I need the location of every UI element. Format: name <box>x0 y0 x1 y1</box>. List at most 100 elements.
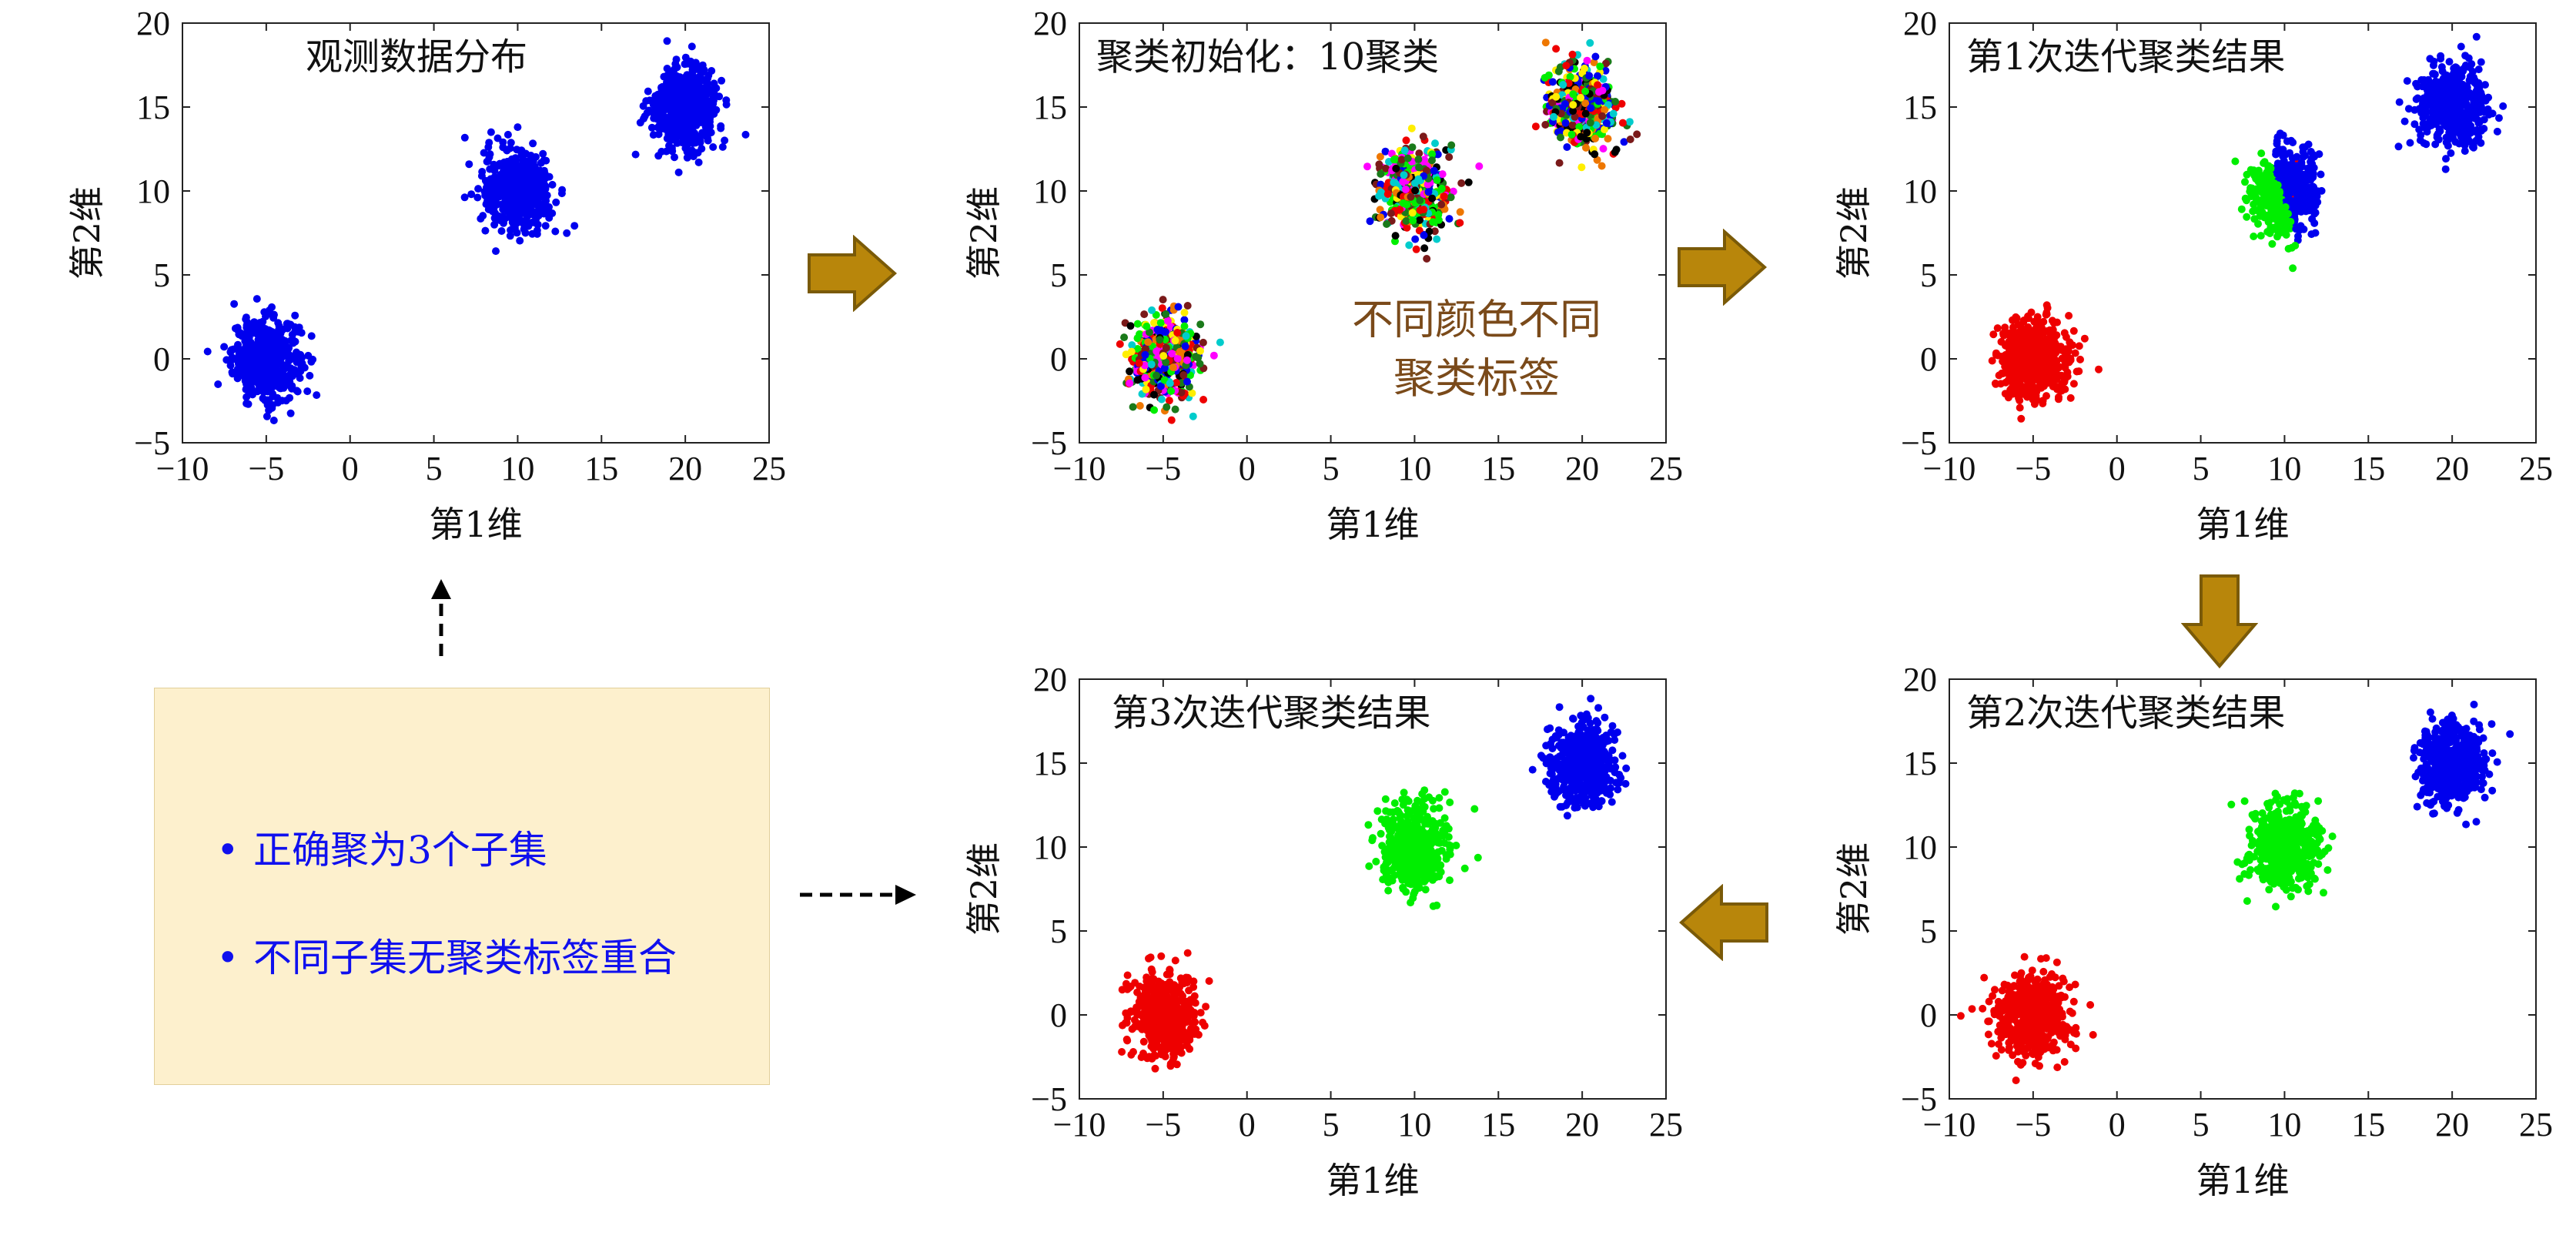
data-point <box>1587 119 1594 126</box>
data-point <box>1176 348 1184 356</box>
data-point <box>2017 415 2025 423</box>
data-point <box>2454 101 2462 109</box>
data-point <box>1541 121 1549 129</box>
data-point <box>1428 195 1436 203</box>
x-tick-label: 5 <box>2193 450 2210 487</box>
data-point <box>677 121 684 129</box>
x-tick-label: 15 <box>584 450 618 487</box>
data-point <box>1116 340 1124 348</box>
data-point <box>1127 322 1135 330</box>
data-point <box>204 348 212 356</box>
data-point <box>654 152 662 159</box>
data-point <box>2073 368 2081 376</box>
data-point <box>1561 100 1569 108</box>
data-point <box>1619 119 1627 127</box>
data-point <box>1545 72 1553 79</box>
data-point <box>2291 186 2299 194</box>
data-point <box>2032 397 2040 404</box>
data-point <box>1475 162 1483 170</box>
x-tick-label: 5 <box>426 450 443 487</box>
data-point <box>681 83 689 91</box>
data-point <box>1598 112 1606 120</box>
y-tick-label: 0 <box>153 340 170 378</box>
data-point <box>291 312 299 320</box>
data-point <box>482 177 490 185</box>
data-point <box>1168 417 1176 424</box>
data-point <box>285 344 293 352</box>
data-point <box>688 136 696 144</box>
data-point <box>272 330 279 338</box>
data-point <box>671 80 678 88</box>
data-point <box>1626 118 1634 126</box>
data-point <box>1383 220 1390 228</box>
data-point <box>709 143 717 151</box>
data-point <box>2019 329 2026 337</box>
data-point <box>546 209 554 216</box>
data-point <box>683 60 691 68</box>
data-point <box>508 198 516 206</box>
data-point <box>2424 76 2432 84</box>
data-point <box>1595 88 1603 95</box>
y-tick-label: 0 <box>1050 340 1067 378</box>
data-point <box>695 159 703 166</box>
data-point <box>504 131 512 139</box>
x-tick-label: 20 <box>2435 450 2469 487</box>
data-point <box>1178 389 1186 397</box>
data-point <box>2476 100 2484 108</box>
data-point <box>551 228 559 236</box>
data-point <box>1377 189 1385 196</box>
x-axis-title: 第1维 <box>2196 504 2289 545</box>
data-point <box>672 136 680 143</box>
y-tick-label: 5 <box>153 256 170 294</box>
data-point <box>1414 156 1422 163</box>
data-point <box>1172 337 1179 344</box>
x-tick-label: 10 <box>500 450 534 487</box>
data-point <box>2300 226 2307 233</box>
panel-title: 第1次迭代聚类结果 <box>1966 35 2286 79</box>
data-point <box>2291 242 2299 249</box>
data-point <box>2029 347 2037 355</box>
data-point <box>2066 340 2074 347</box>
data-point <box>1549 78 1557 85</box>
data-point <box>2473 87 2481 95</box>
data-point <box>2456 122 2464 130</box>
data-point <box>664 124 671 132</box>
data-point <box>2434 132 2441 139</box>
data-point <box>493 177 501 185</box>
data-point <box>477 215 484 223</box>
data-point <box>1582 144 1590 152</box>
data-point <box>235 360 243 368</box>
data-point <box>2310 191 2317 199</box>
x-tick-label: 25 <box>1649 450 1683 487</box>
data-point <box>2424 128 2431 136</box>
y-tick-label: 10 <box>136 172 170 210</box>
data-point <box>673 72 681 80</box>
data-point <box>266 347 274 355</box>
data-point <box>2001 363 2009 370</box>
data-point <box>2016 382 2023 390</box>
data-point <box>2258 202 2266 209</box>
data-point <box>1994 324 2002 332</box>
y-tick-label: −5 <box>1031 424 1067 462</box>
data-point <box>1159 296 1167 303</box>
x-axis-title: 第1维 <box>429 504 522 545</box>
data-point <box>661 105 669 113</box>
data-point <box>563 229 570 237</box>
data-point <box>2046 328 2054 336</box>
data-point <box>2283 231 2290 239</box>
data-point <box>1150 391 1158 399</box>
data-point <box>1997 380 2005 387</box>
data-point <box>511 224 519 232</box>
data-point <box>2070 380 2078 387</box>
data-point <box>246 358 253 366</box>
data-point <box>268 404 276 412</box>
data-point <box>718 77 725 85</box>
data-point <box>1153 347 1160 355</box>
data-point <box>637 119 644 126</box>
data-point <box>659 95 667 102</box>
data-point <box>2034 330 2042 337</box>
data-point <box>2438 63 2446 71</box>
data-point <box>1129 403 1137 411</box>
y-tick-label: 5 <box>1920 256 1937 294</box>
